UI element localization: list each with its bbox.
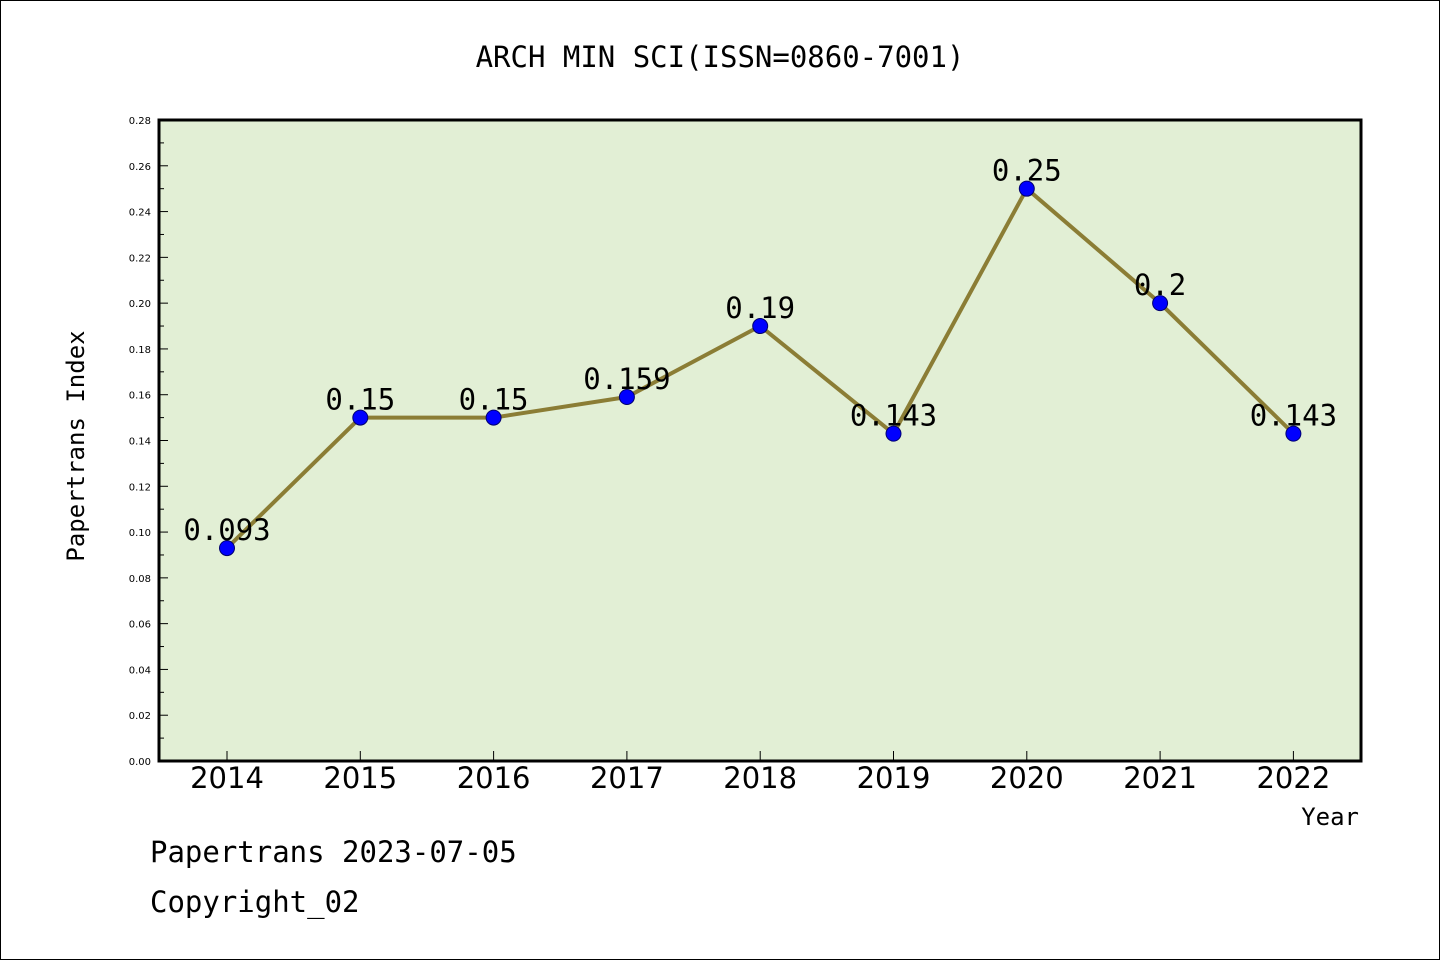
data-point — [1152, 295, 1169, 312]
data-label: 0.143 — [1250, 399, 1337, 433]
x-axis-label: Year — [1301, 803, 1359, 831]
x-tick-label: 2017 — [590, 761, 664, 795]
plot-area — [157, 118, 1363, 763]
y-tick-label: 0.16 — [129, 391, 151, 402]
y-tick-label: 0.24 — [129, 208, 151, 219]
footer-copyright: Copyright_02 — [150, 885, 360, 919]
y-tick-label: 0.18 — [129, 345, 151, 356]
y-tick-label: 0.08 — [129, 574, 151, 585]
y-axis-ticks: 0.00 0.02 0.04 0.06 0.08 0.10 0.12 0.14 0.16 0.18… — [129, 116, 168, 768]
data-point — [352, 409, 369, 426]
data-label: 0.19 — [725, 291, 795, 325]
y-tick-label: 0.26 — [129, 162, 151, 173]
data-point — [219, 540, 235, 557]
x-tick-label: 2019 — [857, 761, 931, 795]
y-tick-label: 0.06 — [129, 620, 151, 631]
data-point — [485, 409, 502, 426]
y-axis-label: Papertrans Index — [62, 330, 90, 561]
data-label: 0.093 — [183, 513, 270, 547]
y-tick-label: 0.22 — [129, 253, 151, 264]
data-label: 0.15 — [459, 383, 529, 417]
data-point — [885, 425, 902, 442]
y-tick-label: 0.14 — [129, 437, 151, 448]
footer-date: Papertrans 2023-07-05 — [150, 835, 517, 869]
y-tick-label: 0.02 — [129, 711, 151, 722]
data-label: 0.159 — [583, 362, 670, 396]
data-point — [618, 389, 635, 406]
data-point — [1285, 425, 1302, 442]
series-papertrans-index — [219, 180, 1302, 557]
y-tick-label: 0.00 — [129, 757, 151, 768]
y-tick-label: 0.10 — [129, 528, 151, 539]
data-labels: 0.093 0.15 0.15 0.159 0.19 0.143 0.25 0.2 0.143 — [183, 154, 1337, 547]
y-tick-label: 0.20 — [129, 299, 151, 310]
x-tick-label: 2020 — [990, 761, 1064, 795]
x-tick-label: 2021 — [1123, 761, 1197, 795]
x-tick-label: 2016 — [457, 761, 531, 795]
x-tick-label: 2014 — [190, 761, 264, 795]
data-label: 0.15 — [325, 383, 395, 417]
data-label: 0.143 — [850, 399, 937, 433]
x-tick-label: 2015 — [323, 761, 397, 795]
y-tick-label: 0.04 — [129, 665, 151, 676]
data-point — [1018, 180, 1035, 197]
chart-title: ARCH MIN SCI(ISSN=0860-7001) — [476, 40, 965, 74]
y-tick-label: 0.28 — [129, 116, 151, 127]
x-tick-label: 2018 — [723, 761, 797, 795]
x-tick-label: 2022 — [1256, 761, 1330, 795]
data-label: 0.25 — [992, 154, 1062, 188]
y-tick-label: 0.12 — [129, 482, 151, 493]
data-point — [752, 318, 769, 335]
x-axis-ticks: 2014 2015 2016 2017 2018 2019 2020 2021 2022 — [190, 751, 1330, 795]
data-label: 0.2 — [1134, 268, 1186, 302]
